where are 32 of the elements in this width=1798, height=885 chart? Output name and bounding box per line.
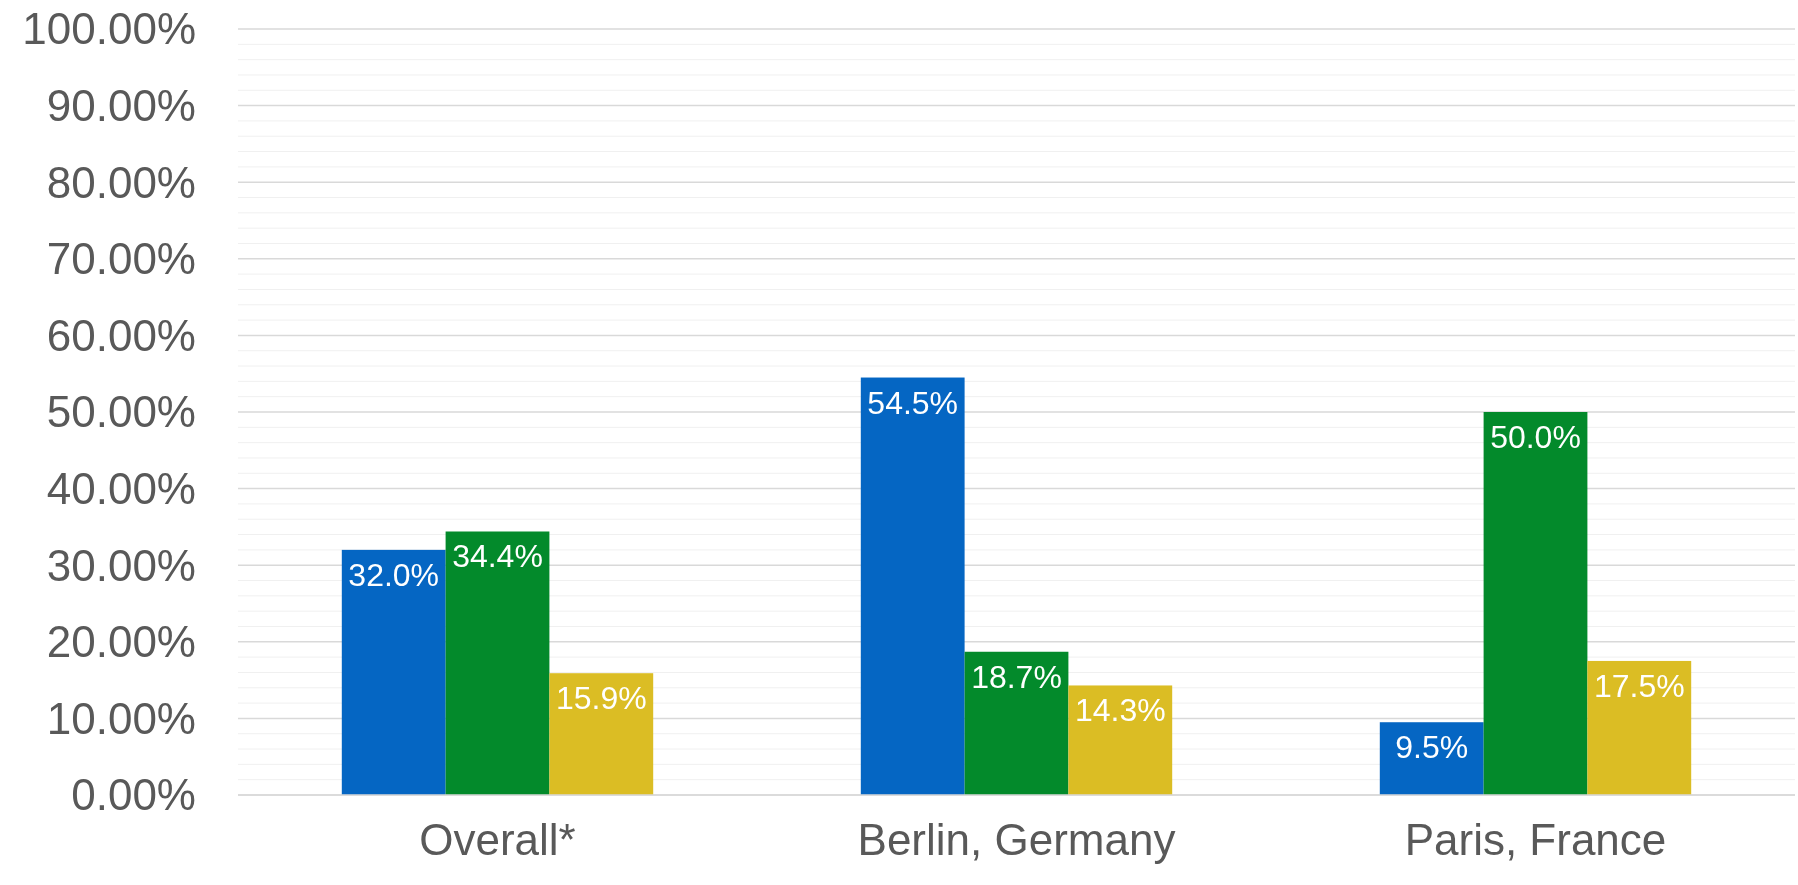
y-tick-label: 90.00% [46,81,196,130]
y-tick-label: 40.00% [46,464,196,513]
bar [860,377,965,795]
x-tick-label: Berlin, Germany [857,815,1176,864]
bar [964,651,1069,795]
y-tick-label: 70.00% [46,234,196,284]
text: 34.4% [452,538,543,575]
text: 54.5% [867,384,959,421]
bar [445,531,550,795]
y-tick-label: 60.00% [46,310,196,360]
bar [1483,412,1588,795]
bar [1068,685,1173,795]
x-tick-label: Overall* [419,815,576,864]
y-tick-label: 50.00% [46,387,196,437]
y-tick-label: 20.00% [46,617,196,667]
text: 15.9% [555,680,647,717]
y-tick-label: 10.00% [46,693,196,743]
text: 17.5% [1593,667,1685,704]
bar [1379,722,1484,795]
y-tick-label: 0.00% [71,770,196,820]
bar [549,673,654,795]
y-tick-label: 80.00% [46,157,196,207]
y-tick-label: 100.00% [22,4,196,54]
bar [341,549,446,795]
y-tick-label: 30.00% [46,540,196,590]
bar [1587,660,1692,795]
text: 50.0% [1490,419,1581,455]
text: 9.5% [1395,729,1469,766]
text: 18.7% [971,658,1062,695]
text: 14.3% [1074,692,1166,729]
x-tick-label: Paris, France [1404,815,1667,864]
text: 32.0% [348,556,440,593]
